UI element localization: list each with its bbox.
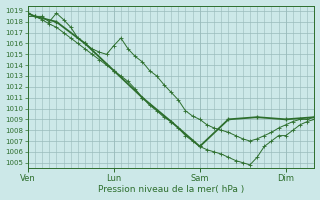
X-axis label: Pression niveau de la mer( hPa ): Pression niveau de la mer( hPa )	[98, 185, 244, 194]
